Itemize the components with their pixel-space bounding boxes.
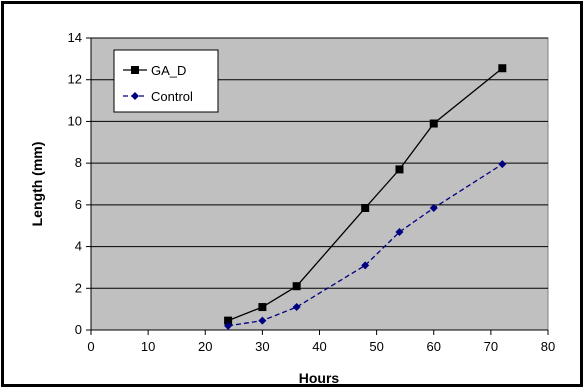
legend-label-ga-d: GA_D	[151, 63, 186, 78]
data-point-ga-d	[429, 119, 438, 128]
data-point-control	[292, 303, 301, 312]
data-point-ga-d	[498, 64, 507, 73]
data-point-control	[395, 227, 404, 236]
legend: GA_D Control	[113, 49, 219, 113]
x-tick-label: 80	[541, 339, 555, 354]
data-point-ga-d	[292, 282, 301, 291]
data-point-control	[498, 160, 507, 169]
legend-box	[113, 49, 219, 113]
data-point-control	[429, 203, 438, 212]
series-control	[224, 160, 507, 330]
data-point-ga-d	[258, 303, 267, 312]
legend-marker-ga-d	[131, 66, 139, 74]
data-point-control	[258, 316, 267, 325]
y-tick-label: 6	[75, 197, 82, 212]
y-tick-label: 4	[75, 239, 82, 254]
x-tick-label: 20	[198, 339, 212, 354]
x-tick-label: 70	[484, 339, 498, 354]
series-ga-d	[224, 64, 507, 325]
x-tick-label: 50	[369, 339, 383, 354]
y-tick-label: 14	[68, 30, 82, 45]
x-tick-label: 40	[312, 339, 326, 354]
y-tick-label: 10	[68, 113, 82, 128]
data-point-ga-d	[395, 165, 404, 174]
data-point-ga-d	[224, 316, 233, 325]
data-point-control	[361, 261, 370, 270]
x-tick-label: 60	[427, 339, 441, 354]
y-tick-label: 2	[75, 280, 82, 295]
y-tick-label: 12	[68, 72, 82, 87]
x-tick-label: 30	[255, 339, 269, 354]
x-tick-label: 10	[141, 339, 155, 354]
legend-marker-control	[131, 92, 139, 100]
legend-label-control: Control	[151, 89, 193, 104]
y-tick-label: 0	[75, 322, 82, 337]
y-axis-title: Length (mm)	[29, 142, 45, 227]
x-tick-label: 0	[87, 339, 94, 354]
y-tick-label: 8	[75, 155, 82, 170]
data-point-ga-d	[361, 203, 370, 212]
x-axis-title: Hours	[299, 370, 340, 386]
data-point-control	[224, 321, 233, 330]
